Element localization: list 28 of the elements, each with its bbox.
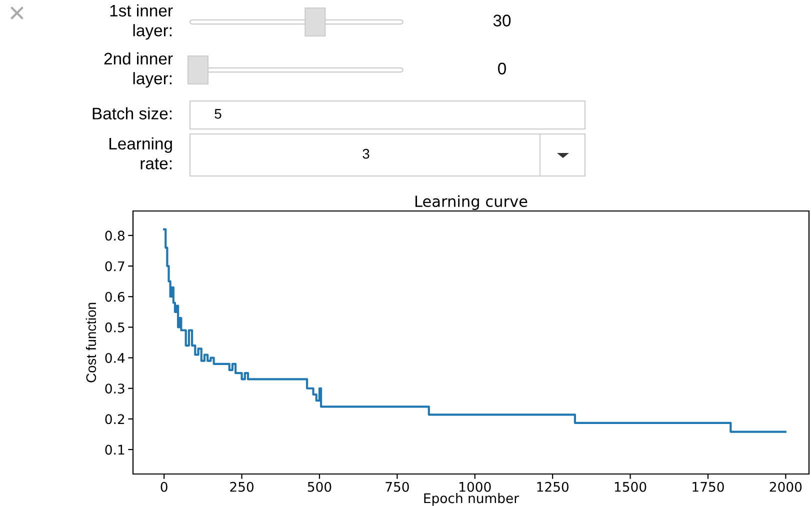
- text: Learning rate:: [110, 137, 172, 170]
- text: 3: [362, 148, 370, 159]
- y-tick-label: 0.4: [105, 353, 125, 363]
- y-tick-label: 0.2: [105, 414, 124, 424]
- text: 0: [498, 62, 506, 74]
- y-tick-label: 0.5: [105, 322, 124, 332]
- text: 1st inner layer:: [110, 4, 173, 40]
- x-tick-label: 1750: [692, 482, 724, 492]
- x-tick-label: 1000: [460, 482, 491, 492]
- text: Batch size:: [92, 107, 172, 120]
- x-tick-label: 250: [230, 482, 254, 492]
- x-tick-label: 1500: [614, 482, 646, 492]
- x-tick-label: 0: [160, 482, 168, 492]
- y-axis-title: Cost function: [86, 302, 96, 382]
- y-tick-label: 0.6: [105, 292, 125, 302]
- chart-title: Learning curve: [416, 195, 528, 210]
- x-tick-label: 500: [308, 482, 332, 492]
- text: 2nd inner layer:: [104, 52, 173, 88]
- y-tick-label: 0.7: [105, 261, 124, 272]
- x-axis-title: Epoch number: [424, 493, 520, 506]
- text: 5: [214, 109, 222, 119]
- y-tick-label: 0.8: [105, 230, 124, 241]
- x-tick-label: 1250: [537, 482, 568, 492]
- y-tick-label: 0.3: [105, 384, 124, 394]
- text: 30: [493, 14, 511, 26]
- y-tick-label: 0.1: [105, 444, 124, 455]
- x-tick-label: 750: [386, 482, 409, 492]
- x-tick-label: 2000: [770, 482, 802, 492]
